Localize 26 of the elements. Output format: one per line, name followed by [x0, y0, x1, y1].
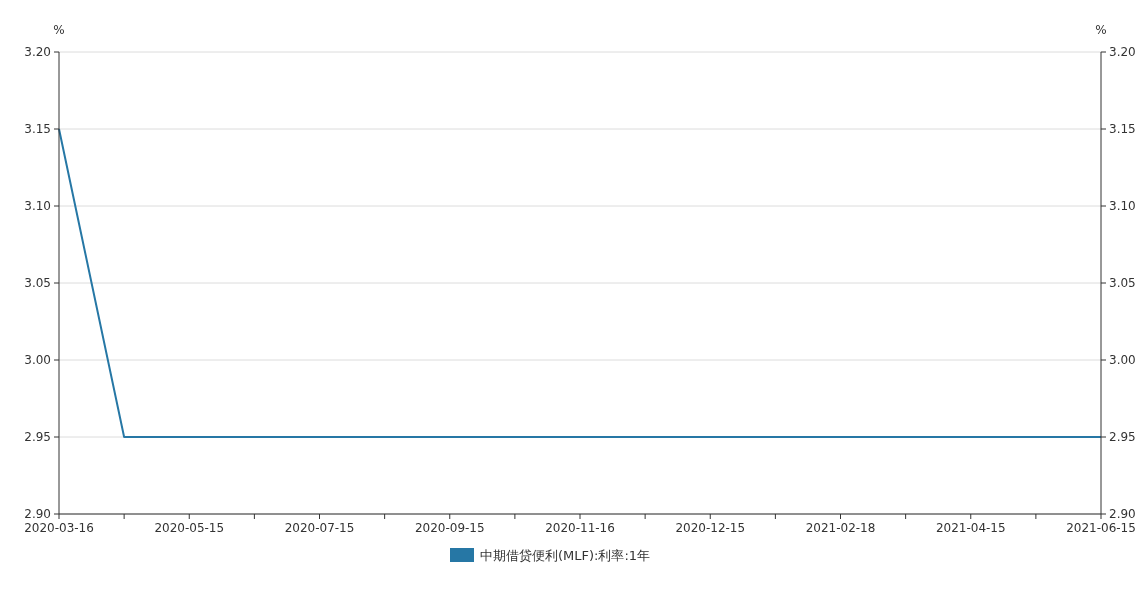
y2-axis-title: %	[1095, 23, 1107, 37]
y-tick-label: 3.15	[24, 122, 51, 137]
legend-label: 中期借贷便利(MLF):利率:1年	[480, 547, 651, 563]
y-tick-label: 3.05	[24, 276, 51, 291]
y-tick-label: 3.10	[24, 199, 51, 214]
x-tick-label: 2020-11-16	[545, 521, 615, 535]
y2-tick-label: 3.05	[1109, 276, 1136, 291]
y-axis-title: %	[53, 23, 65, 37]
y-tick-label: 2.95	[24, 430, 51, 445]
y2-tick-label: 2.95	[1109, 430, 1136, 445]
x-tick-label: 2020-09-15	[414, 521, 485, 535]
y2-tick-label: 3.10	[1109, 199, 1136, 214]
x-tick-label: 2020-12-15	[675, 521, 746, 535]
x-tick-label: 2021-06-15	[1066, 521, 1136, 535]
y-tick-label: 3.20	[24, 45, 51, 60]
y2-tick-label: 3.15	[1109, 122, 1136, 137]
y2-tick-label: 2.90	[1109, 507, 1136, 522]
x-tick-label: 2020-07-15	[284, 521, 355, 535]
x-tick-label: 2021-02-18	[805, 521, 876, 535]
x-tick-label: 2021-04-15	[935, 521, 1006, 535]
x-tick-label: 2020-03-16	[24, 521, 94, 535]
y2-tick-label: 3.00	[1109, 353, 1136, 368]
y-tick-label: 2.90	[24, 507, 51, 522]
x-tick-label: 2020-05-15	[154, 521, 225, 535]
y2-tick-label: 3.20	[1109, 45, 1136, 60]
y-tick-label: 3.00	[24, 353, 51, 368]
